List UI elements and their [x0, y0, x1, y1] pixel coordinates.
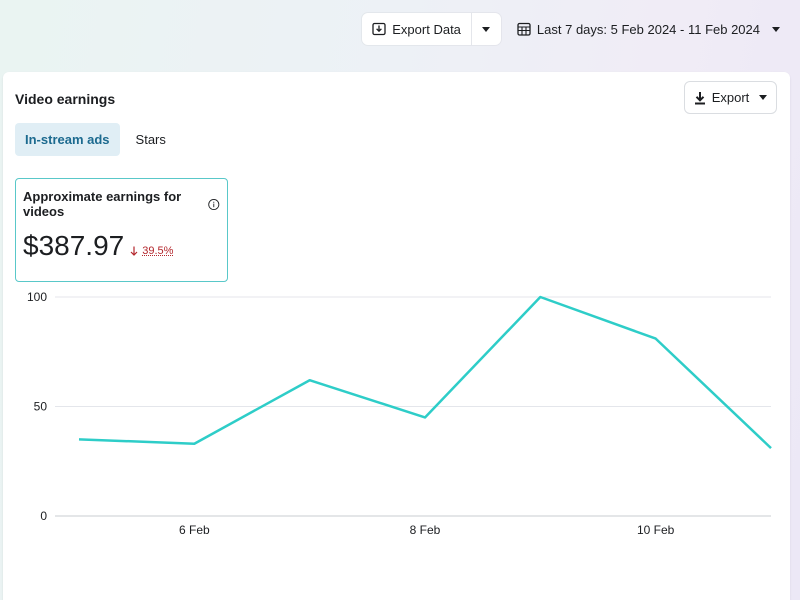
y-tick-label: 50	[34, 400, 48, 414]
x-tick-label: 8 Feb	[410, 523, 441, 537]
top-toolbar: Export Data Last 7 days: 5 Feb 2024 - 11…	[362, 13, 780, 45]
y-tick-label: 100	[27, 290, 47, 304]
data-point[interactable]	[534, 291, 546, 303]
caret-down-icon	[772, 27, 780, 32]
x-tick-label: 6 Feb	[179, 523, 210, 537]
data-point[interactable]	[765, 442, 777, 454]
export-data-dropdown-button[interactable]	[471, 13, 501, 45]
data-point[interactable]	[650, 333, 662, 345]
export-data-button[interactable]: Export Data	[362, 13, 471, 45]
calendar-icon	[517, 22, 531, 36]
data-point[interactable]	[304, 374, 316, 386]
earnings-series-line[interactable]	[79, 297, 771, 448]
data-point[interactable]	[188, 438, 200, 450]
y-tick-label: 0	[40, 509, 47, 523]
video-earnings-card: Video earnings Export In-stream ads Star…	[3, 72, 790, 600]
download-box-icon	[372, 22, 386, 36]
date-range-label: Last 7 days: 5 Feb 2024 - 11 Feb 2024	[537, 22, 760, 37]
earnings-line-chart: 0 50 100 6 Feb 8 Feb 10 Feb	[3, 72, 790, 600]
data-point[interactable]	[419, 411, 431, 423]
date-range-picker[interactable]: Last 7 days: 5 Feb 2024 - 11 Feb 2024	[517, 22, 780, 37]
caret-down-icon	[482, 27, 490, 32]
x-tick-label: 10 Feb	[637, 523, 675, 537]
data-point[interactable]	[73, 433, 85, 445]
export-data-label: Export Data	[392, 22, 461, 37]
export-data-split-button: Export Data	[362, 13, 501, 45]
